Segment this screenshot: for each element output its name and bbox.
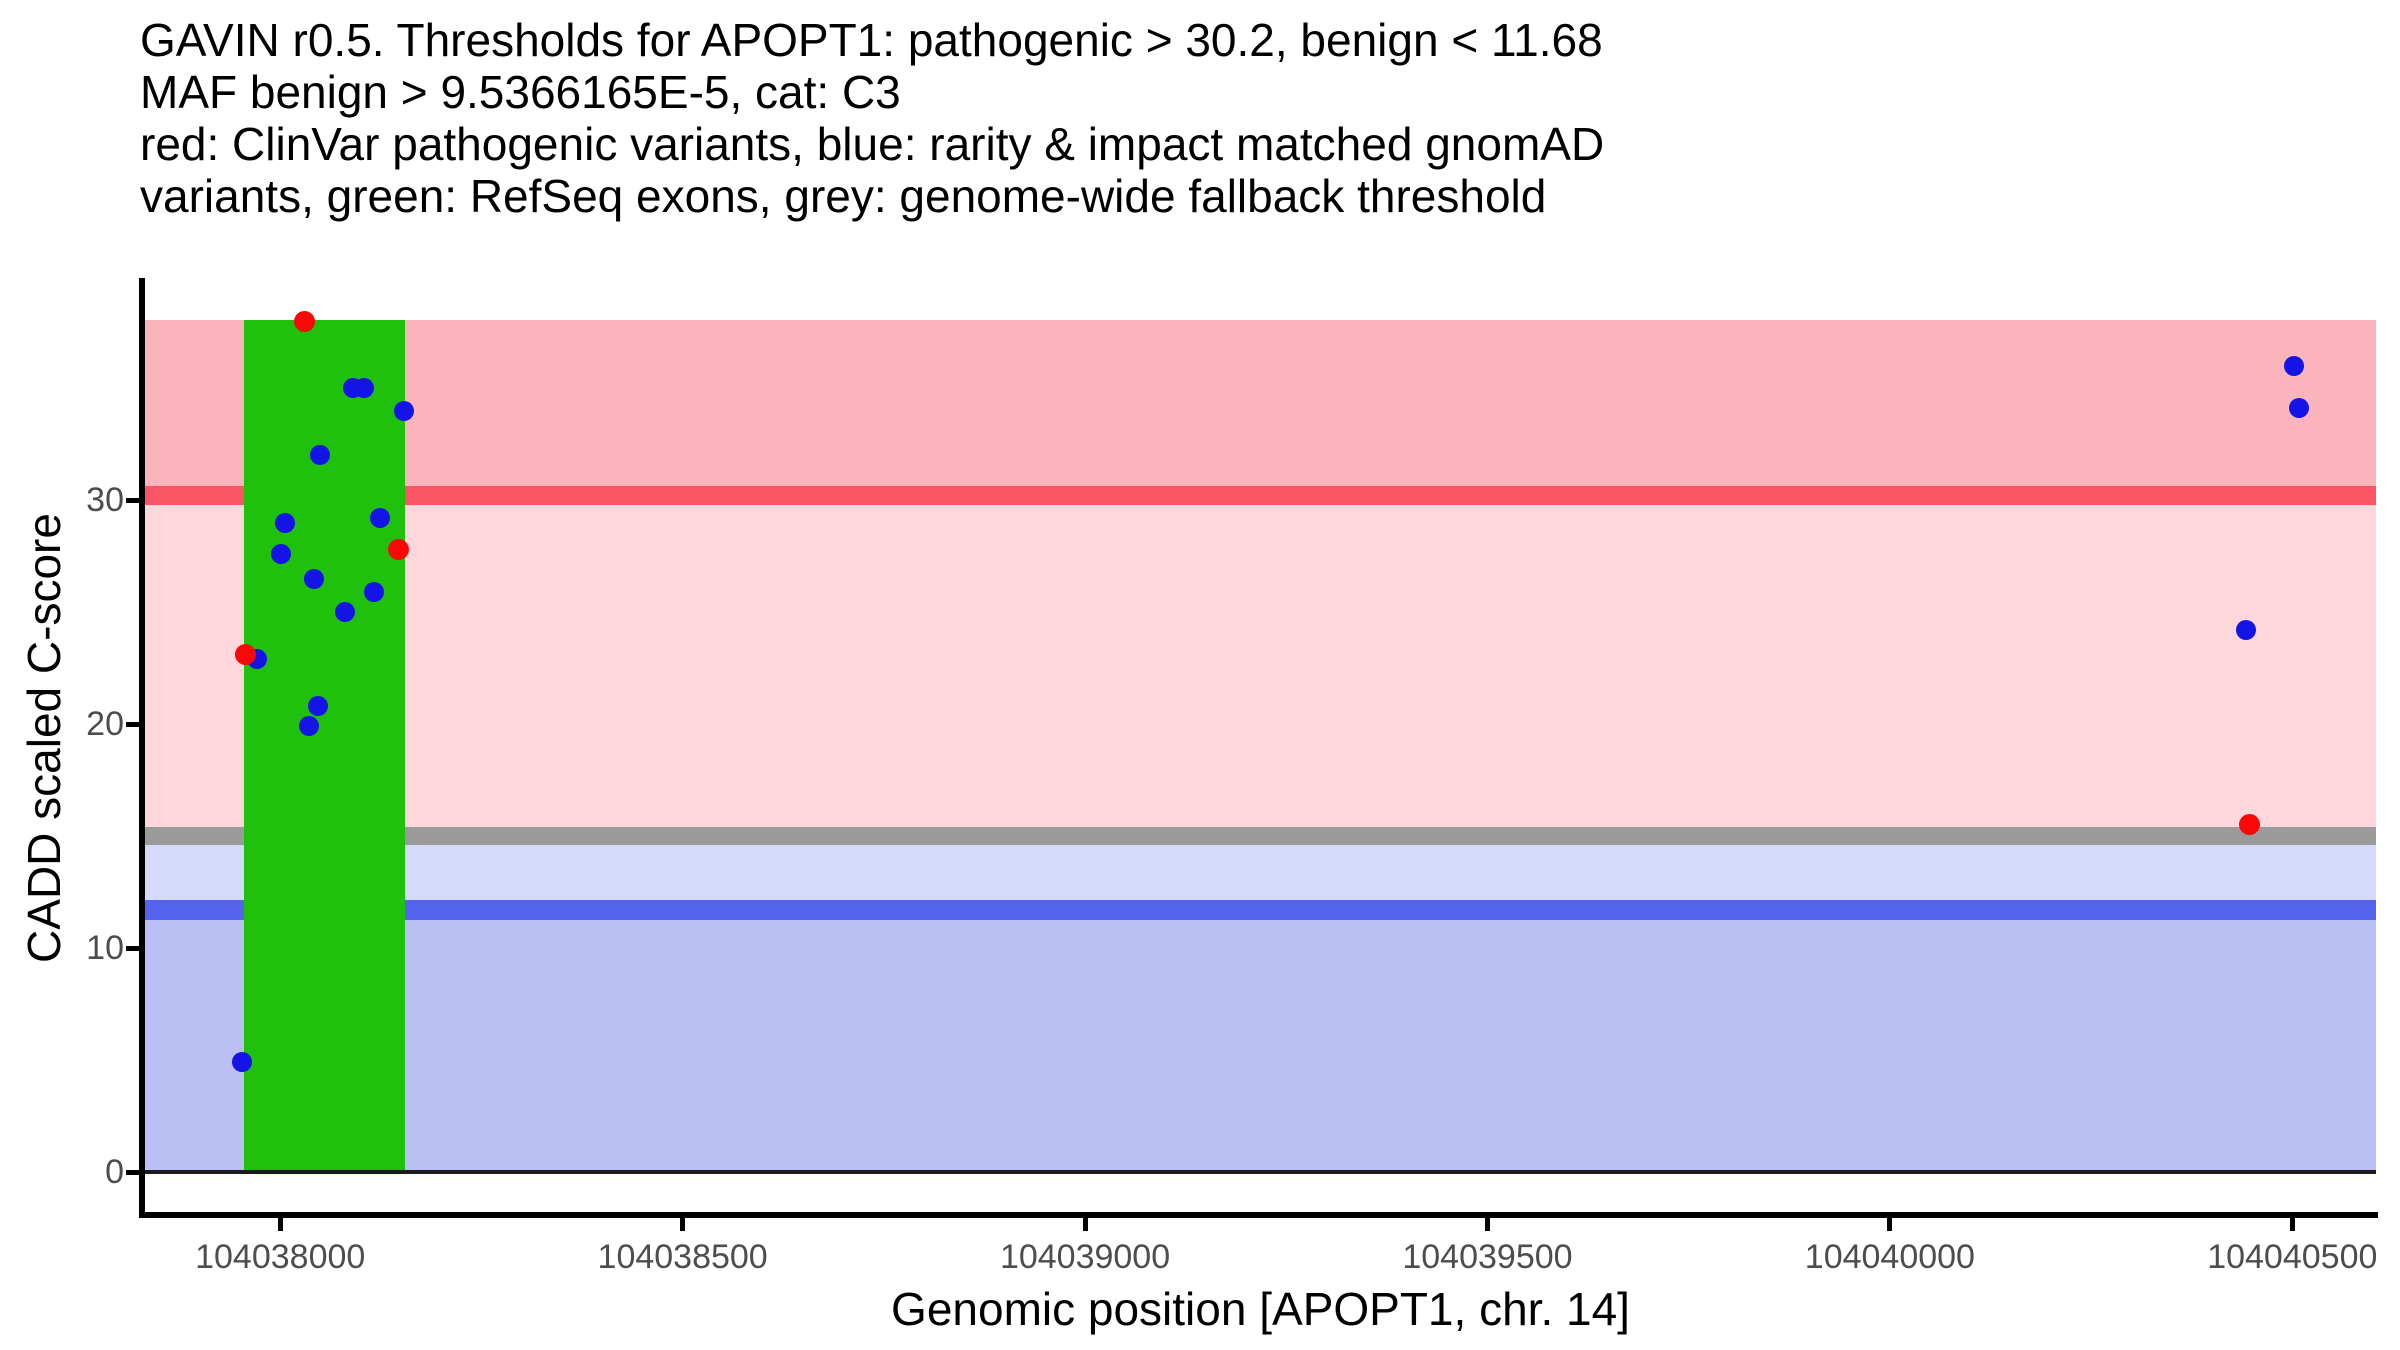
- x-tick-label: 104039500: [1402, 1238, 1573, 1276]
- x-tick-label: 104040500: [2207, 1238, 2378, 1276]
- data-point-gnomad: [232, 1052, 253, 1073]
- data-point-gnomad: [2288, 398, 2309, 419]
- x-tick: [277, 1218, 283, 1231]
- data-point-gnomad: [394, 400, 415, 421]
- x-axis-label: Genomic position [APOPT1, chr. 14]: [891, 1283, 1630, 1335]
- data-point-gnomad: [363, 582, 384, 603]
- x-tick: [1484, 1218, 1490, 1231]
- y-tick: [126, 945, 139, 951]
- data-point-gnomad: [335, 602, 356, 623]
- data-point-gnomad: [299, 716, 320, 737]
- data-point-gnomad: [2235, 620, 2256, 641]
- x-axis-line: [139, 1212, 2378, 1218]
- pathogenic-threshold-line: [145, 486, 2376, 506]
- y-axis-label: CADD scaled C-score: [18, 513, 70, 963]
- benign-upper-region-band: [145, 836, 2376, 911]
- fallback-threshold-line: [145, 827, 2376, 846]
- x-tick-label: 104040000: [1804, 1238, 1975, 1276]
- x-tick: [680, 1218, 686, 1231]
- data-point-gnomad: [353, 378, 374, 399]
- data-point-clinvar: [2239, 814, 2261, 836]
- y-tick-label: 20: [86, 705, 124, 744]
- y-axis-line: [139, 278, 145, 1218]
- zero-line: [145, 1170, 2376, 1174]
- x-tick-label: 104039000: [999, 1238, 1171, 1276]
- y-tick-label: 10: [86, 929, 124, 968]
- benign-threshold-line: [145, 900, 2376, 921]
- data-point-clinvar: [235, 644, 257, 666]
- x-tick-label: 104038000: [195, 1238, 366, 1276]
- data-point-clinvar: [293, 310, 315, 332]
- y-tick: [126, 497, 139, 503]
- pathogenic-region-band: [145, 320, 2376, 496]
- data-point-gnomad: [2283, 355, 2304, 376]
- y-tick-label: 30: [86, 481, 124, 520]
- data-point-gnomad: [271, 543, 292, 564]
- data-point-gnomad: [370, 508, 390, 529]
- data-point-gnomad: [275, 512, 296, 533]
- data-point-gnomad: [304, 568, 324, 589]
- data-point-gnomad: [308, 696, 329, 717]
- plot-title-line-3: red: ClinVar pathogenic variants, blue: …: [140, 118, 1605, 170]
- vous-region-band: [145, 495, 2376, 837]
- y-tick: [126, 1169, 139, 1175]
- plot-title-line-1: GAVIN r0.5. Thresholds for APOPT1: patho…: [140, 14, 1603, 66]
- y-tick-label: 0: [105, 1153, 124, 1191]
- x-tick: [1887, 1218, 1893, 1231]
- benign-region-band: [145, 910, 2376, 1172]
- y-tick: [126, 721, 139, 727]
- data-point-gnomad: [310, 445, 331, 466]
- plot-title-line-2: MAF benign > 9.5366165E-5, cat: C3: [140, 66, 901, 118]
- plot-title-line-4: variants, green: RefSeq exons, grey: gen…: [140, 170, 1547, 222]
- x-tick: [2289, 1218, 2295, 1231]
- x-tick: [1082, 1218, 1088, 1231]
- x-tick-label: 104038500: [597, 1238, 768, 1276]
- data-point-clinvar: [388, 539, 410, 560]
